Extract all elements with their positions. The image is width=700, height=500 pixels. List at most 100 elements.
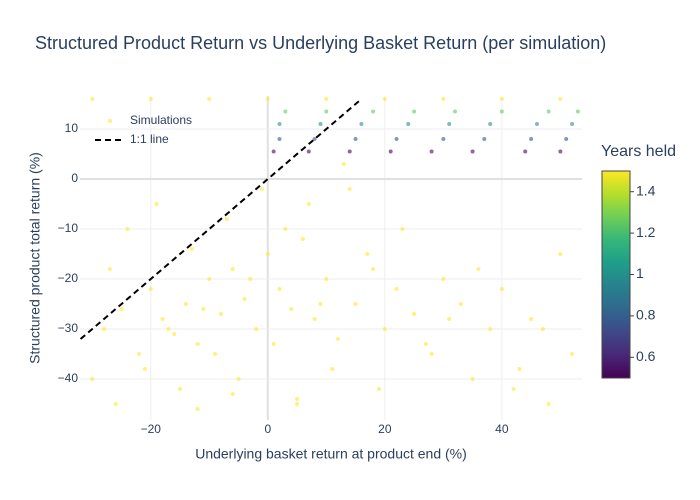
scatter-point [382, 97, 387, 101]
scatter-point [242, 297, 247, 301]
scatter-point [376, 387, 381, 391]
chart-title: Structured Product Return vs Underlying … [35, 33, 606, 53]
scatter-point [306, 149, 311, 154]
colorbar-tick-label: 1.2 [636, 224, 656, 240]
scatter-point [388, 149, 393, 154]
scatter-point [441, 97, 446, 101]
scatter-point [423, 342, 428, 346]
scatter-point [107, 267, 112, 271]
scatter-point [300, 237, 305, 241]
scatter-point [183, 302, 188, 306]
scatter-point [400, 227, 405, 231]
colorbar-scale [601, 170, 631, 379]
grid: −20 0 20 40 −40 −30 −20 −10 0 10 [58, 96, 582, 436]
scatter-point [259, 187, 264, 191]
scatter-point [529, 317, 534, 321]
scatter-point [172, 332, 177, 336]
legend-label: Simulations [130, 113, 192, 127]
scatter-point [101, 327, 106, 331]
scatter-point [166, 327, 171, 331]
scatter-point [523, 149, 528, 154]
scatter-point [511, 387, 516, 391]
scatter-point [458, 302, 463, 306]
scatter-point [113, 402, 118, 406]
scatter-point [90, 97, 95, 101]
y-tick-label: −30 [58, 321, 79, 335]
scatter-point [429, 352, 434, 356]
scatter-point [570, 122, 575, 126]
scatter-point [271, 149, 276, 154]
scatter-point [230, 392, 235, 396]
scatter-point [224, 217, 229, 221]
scatter-point [324, 277, 329, 281]
scatter-point [488, 122, 493, 126]
scatter-point [441, 277, 446, 281]
scatter-point [564, 137, 569, 141]
x-tick-label: 40 [495, 422, 509, 436]
scatter-point [341, 162, 346, 166]
scatter-point [219, 312, 224, 316]
colorbar-title: Years held [601, 143, 676, 160]
scatter-point [254, 327, 259, 331]
scatter-point [195, 342, 200, 346]
scatter-point [499, 109, 504, 114]
scatter-point [382, 327, 387, 331]
reference-line [80, 98, 363, 340]
scatter-point [312, 137, 317, 141]
y-tick-label: −20 [58, 271, 79, 285]
scatter-point [142, 367, 147, 371]
legend-marker [108, 119, 112, 123]
colorbar-tick-label: 0.8 [636, 307, 656, 323]
scatter-point [570, 352, 575, 356]
y-tick-label: −10 [58, 221, 79, 235]
scatter-point [230, 267, 235, 271]
scatter-point [353, 302, 358, 306]
scatter-point [265, 97, 270, 101]
x-tick-label: −20 [141, 422, 162, 436]
scatter-point [575, 109, 580, 114]
y-tick-label: −40 [58, 371, 79, 385]
scatter-point [540, 327, 545, 331]
scatter-point [195, 407, 200, 411]
scatter-point [394, 287, 399, 291]
scatter-point [534, 122, 539, 126]
scatter-point [412, 312, 417, 316]
scatter-point [482, 137, 487, 141]
scatter-point [236, 377, 241, 381]
y-axis-title: Structured product total return (%) [27, 152, 43, 364]
colorbar: 0.6 0.8 1 1.2 1.4 [601, 170, 656, 379]
scatter-point [318, 302, 323, 306]
scatter-point [365, 252, 370, 256]
scatter-point [517, 367, 522, 371]
scatter-point [546, 109, 551, 114]
scatter-point [90, 377, 95, 381]
scatter-point [347, 149, 352, 154]
scatter-point [306, 202, 311, 206]
scatter-point [283, 227, 288, 231]
x-tick-label: 20 [378, 422, 392, 436]
scatter-point [470, 149, 475, 154]
scatter-point [154, 202, 159, 206]
scatter-point [499, 287, 504, 291]
scatter-point [558, 149, 563, 154]
scatter-point [283, 109, 288, 114]
scatter-point [318, 122, 323, 126]
scatter-point [476, 267, 481, 271]
scatter-point [371, 109, 376, 114]
scatter-point [312, 317, 317, 321]
colorbar-tick-label: 1 [636, 265, 644, 281]
scatter-point [189, 247, 194, 251]
legend-label: 1:1 line [130, 132, 169, 146]
scatter-point [148, 287, 153, 291]
scatter-point [137, 352, 142, 356]
y-tick-label: 10 [65, 121, 79, 135]
scatter-point [347, 187, 352, 191]
scatter-point [207, 97, 212, 101]
scatter-point [558, 252, 563, 256]
scatter-point [412, 109, 417, 114]
scatter-point [265, 252, 270, 256]
scatter-point [406, 122, 411, 126]
scatter-point [529, 137, 534, 141]
scatter-point [324, 97, 329, 101]
plot-area [80, 97, 580, 411]
